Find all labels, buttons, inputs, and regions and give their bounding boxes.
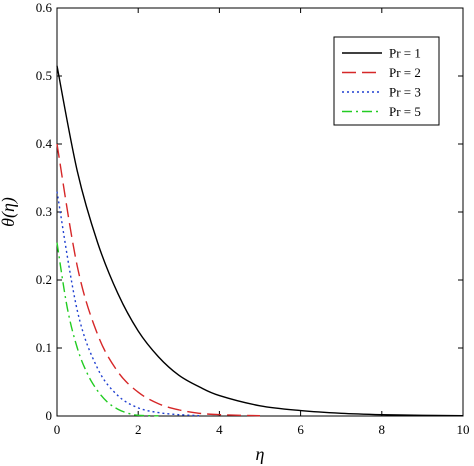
x-tick-label: 6 [297, 422, 304, 437]
axis-ticks: 0 2 4 6 8 10 0 0.1 0.2 0.3 0.4 0.5 0.6 [36, 0, 470, 437]
series-line-4 [56, 242, 159, 417]
series-line-1 [56, 65, 464, 417]
x-tick-label: 4 [216, 422, 223, 437]
y-tick-label: 0.2 [36, 272, 52, 287]
x-tick-label: 10 [457, 422, 470, 437]
x-axis-label: η [256, 444, 265, 464]
series-lines [56, 65, 464, 417]
legend-label-2: Pr = 2 [389, 65, 421, 80]
y-axis-label: θ(η) [0, 197, 19, 227]
y-tick-label: 0.6 [36, 0, 53, 15]
legend-label-4: Pr = 5 [389, 104, 421, 119]
y-tick-label: 0 [46, 408, 53, 423]
y-tick-label: 0.5 [36, 68, 52, 83]
x-tick-label: 2 [135, 422, 142, 437]
x-tick-label: 0 [54, 422, 61, 437]
legend: Pr = 1 Pr = 2 Pr = 3 Pr = 5 [333, 36, 440, 126]
y-tick-label: 0.4 [36, 136, 53, 151]
legend-box [333, 36, 440, 126]
y-tick-label: 0.3 [36, 204, 52, 219]
legend-label-3: Pr = 3 [389, 85, 421, 100]
x-tick-label: 8 [379, 422, 386, 437]
series-line-3 [56, 191, 200, 417]
y-tick-label: 0.1 [36, 340, 52, 355]
series-line-2 [56, 143, 261, 417]
legend-label-1: Pr = 1 [389, 46, 421, 61]
